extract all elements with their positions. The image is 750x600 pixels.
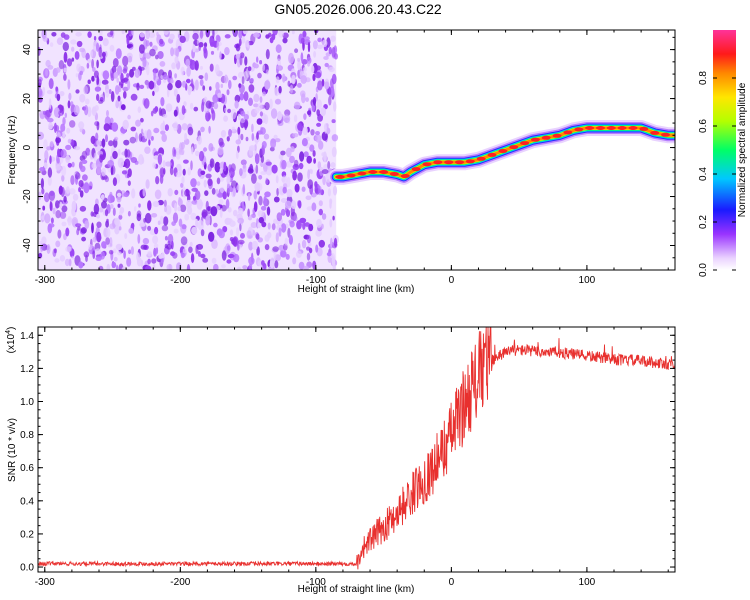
- track-peaks: [335, 126, 670, 179]
- y-tick-label-bottom: 0.2: [20, 529, 34, 540]
- x-tick-label-bottom: -100: [306, 577, 326, 588]
- snr-content: [38, 327, 675, 570]
- noise-speckle: [38, 30, 339, 270]
- y-tick-label-top: -40: [22, 238, 33, 253]
- spectrogram-xlabel: Height of straight line (km): [298, 284, 415, 295]
- colorbar-tick-label: 0.8: [698, 71, 709, 85]
- spectrogram-ylabel: Frequency (Hz): [7, 116, 18, 185]
- snr-panel: -300 -200 -100 0 100 0.0 0.2 0.4 0.6 0.8 1.0 1.2 1.4…: [5, 326, 676, 595]
- x-tick-label-top: 100: [579, 275, 596, 286]
- colorbar-tick-label: 0.4: [698, 167, 709, 181]
- y-tick-label-bottom: 1.4: [20, 331, 34, 342]
- y-tick-label-bottom: 1.0: [20, 397, 34, 408]
- x-tick-label-bottom: 100: [579, 577, 596, 588]
- y-tick-label-top: 20: [22, 93, 33, 105]
- y-tick-label-bottom: 0.6: [20, 463, 34, 474]
- y-tick-label-top: 40: [22, 44, 33, 56]
- snr-frame: [37, 326, 676, 573]
- y-tick-label-bottom: 0.0: [20, 563, 34, 574]
- colorbar-gradient: [713, 30, 736, 270]
- snr-ylabel: SNR (10 * v/v): [7, 418, 18, 482]
- snr-series-line: [38, 327, 675, 570]
- x-tick-label-bottom: -300: [35, 577, 55, 588]
- x-tick-label-top: -100: [306, 275, 326, 286]
- x-tick-label-bottom: -200: [170, 577, 190, 588]
- snr-ticks: -300 -200 -100 0 100 0.0 0.2 0.4 0.6 0.8 1.0 1.2 1.4: [20, 327, 675, 588]
- figure-title: GN05.2026.006.20.43.C22: [274, 1, 442, 17]
- spectrogram-frame: [37, 29, 676, 271]
- snr-xlabel: Height of straight line (km): [298, 584, 415, 595]
- y-tick-label-top: -20: [22, 189, 33, 204]
- y-tick-label-bottom: 0.4: [20, 496, 34, 507]
- colorbar-ticks: 0.0 0.2 0.4 0.6 0.8: [698, 71, 736, 277]
- x-tick-label-top: 0: [449, 275, 455, 286]
- y-tick-label-top: 0: [22, 144, 33, 150]
- x-tick-label-top: -200: [170, 275, 190, 286]
- spectrogram-content: [38, 30, 675, 270]
- colorbar-tick-label: 0.2: [698, 215, 709, 229]
- colorbar-tick-label: 0.6: [698, 119, 709, 133]
- y-tick-label-bottom: 1.2: [20, 364, 34, 375]
- colorbar: 0.0 0.2 0.4 0.6 0.8 Normalized spectral ampl…: [698, 30, 748, 277]
- x-tick-label-top: -300: [35, 275, 55, 286]
- y-tick-label-bottom: 0.8: [20, 430, 34, 441]
- colorbar-label: Normalized spectral amplitude: [737, 82, 748, 217]
- x-tick-label-bottom: 0: [449, 577, 455, 588]
- colorbar-tick-label: 0.0: [698, 263, 709, 277]
- snr-multiplier: (x104): [5, 327, 17, 354]
